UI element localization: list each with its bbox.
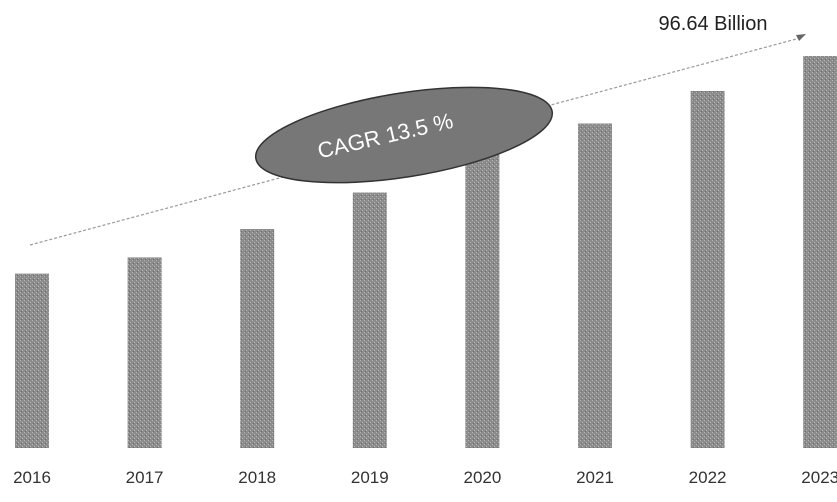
x-axis-ticks: 2016 2017 2018 2019 2020 2021 2022 2023: [13, 468, 837, 487]
trend-line: [29, 37, 801, 246]
tick-label-2017: 2017: [126, 468, 164, 487]
end-value-label: 96.64 Billion: [659, 13, 768, 35]
tick-label-2018: 2018: [238, 468, 276, 487]
tick-label-2019: 2019: [351, 468, 389, 487]
tick-label-2020: 2020: [463, 468, 501, 487]
bar-2016: [15, 273, 49, 448]
bar-2018: [240, 229, 275, 448]
bar-2021: [578, 123, 612, 448]
bar-2022: [690, 91, 725, 448]
bar-2019: [352, 192, 387, 448]
tick-label-2023: 2023: [801, 468, 837, 487]
bars-group: [15, 56, 837, 448]
cagr-callout: CAGR 13.5 %: [254, 86, 554, 184]
bar-2020: [465, 151, 500, 448]
tick-label-2016: 2016: [13, 468, 51, 487]
bar-2017: [127, 257, 162, 448]
tick-label-2022: 2022: [689, 468, 727, 487]
bar-2023: [803, 56, 837, 448]
tick-label-2021: 2021: [576, 468, 614, 487]
cagr-ellipse: [254, 86, 554, 184]
trend-arrow-icon: [796, 34, 806, 41]
